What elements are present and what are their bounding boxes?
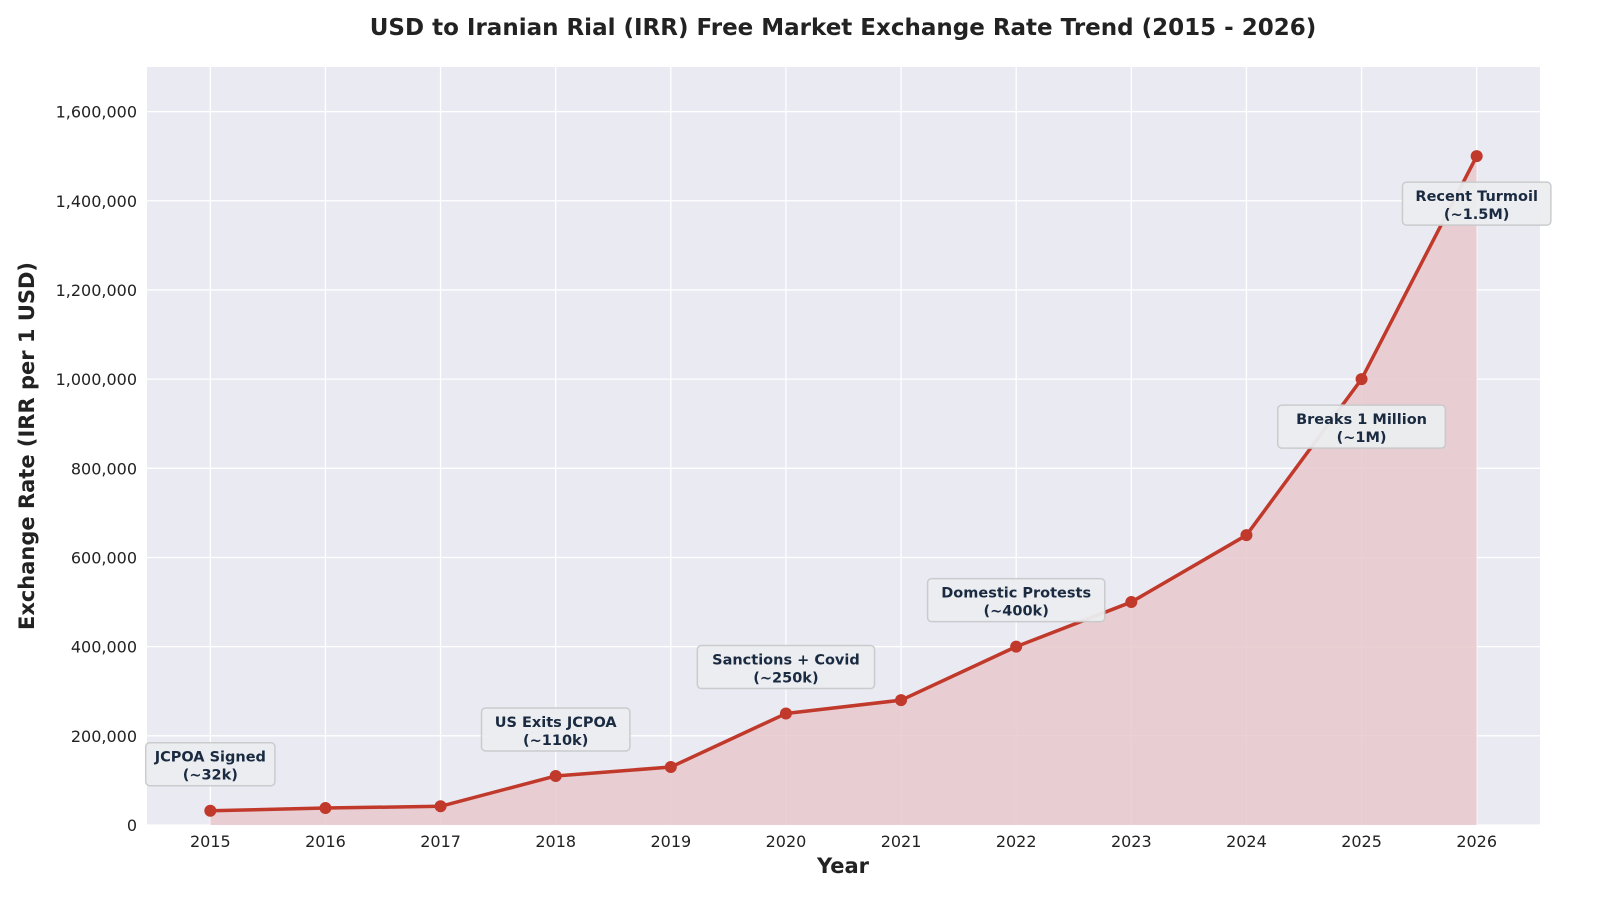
annotation-box [1401,181,1552,226]
data-point [895,694,908,707]
annotation-box [696,644,876,690]
annotation: JCPOA Signed (~32k) [144,741,276,787]
x-tick-label: 2022 [996,832,1037,851]
data-point [319,802,332,815]
x-tick-label: 2025 [1341,832,1382,851]
area-layer [210,156,1477,826]
data-point [549,769,562,782]
data-point [779,707,792,720]
annotation-value: (~1.5M) [1444,207,1510,223]
x-tick-label: 2018 [535,832,576,851]
x-tick-label: 2017 [420,832,461,851]
y-tick-label: 1,200,000 [56,281,137,300]
x-tick-label: 2020 [766,832,807,851]
data-point [1355,373,1368,386]
annotation-title: JCPOA Signed [154,750,266,766]
y-axis-label: Exchange Rate (IRR per 1 USD) [15,262,39,630]
data-point [1240,529,1253,542]
y-ticks: 0 200,000 400,000 600,000 800,000 1,000,000 1,… [56,103,137,835]
data-point [434,800,447,813]
y-tick-label: 0 [127,816,137,835]
x-tick-label: 2024 [1226,832,1267,851]
annotation-title: US Exits JCPOA [495,715,618,731]
annotation-title: Sanctions + Covid [712,653,860,669]
annotation: Recent Turmoil (~1.5M) [1401,181,1552,226]
x-tick-label: 2023 [1111,832,1152,851]
annotation-value: (~1M) [1337,430,1387,446]
annotation-box [1277,404,1447,449]
annotation: Breaks 1 Million (~1M) [1277,404,1447,449]
x-tick-label: 2026 [1456,832,1497,851]
area-fill [210,156,1477,826]
annotation: Sanctions + Covid (~250k) [696,644,876,690]
data-point [204,804,217,817]
x-tick-label: 2019 [650,832,691,851]
annotation-title: Domestic Protests [941,586,1091,602]
y-tick-label: 1,600,000 [56,103,137,122]
data-point [1010,640,1023,653]
x-tick-label: 2021 [881,832,922,851]
series-line [210,155,1479,813]
x-tick-label: 2016 [305,832,346,851]
y-tick-label: 400,000 [71,638,137,657]
annotation-value: (~32k) [183,768,238,784]
annotation-box [926,577,1106,623]
data-point [664,761,677,774]
y-tick-label: 1,000,000 [56,370,137,389]
annotations-layer: JCPOA Signed (~32k) US Exits JCPOA (~110k) S… [144,181,1552,787]
annotation-box [480,707,631,752]
x-ticks: 2015 2016 2017 2018 2019 2020 2021 2022 2023 2024… [190,832,1497,851]
y-tick-label: 1,400,000 [56,192,137,211]
annotation-box [144,741,276,787]
annotation-value: (~110k) [523,733,588,749]
annotation: US Exits JCPOA (~110k) [480,707,631,752]
x-axis-label: Year [816,854,870,878]
chart-title: USD to Iranian Rial (IRR) Free Market Ex… [370,15,1316,41]
annotation-title: Recent Turmoil [1415,189,1538,205]
y-tick-label: 800,000 [71,459,137,478]
annotation-title: Breaks 1 Million [1296,412,1427,428]
annotation-value: (~250k) [753,671,818,687]
data-point [1125,596,1138,609]
data-point [1470,150,1483,163]
annotation: Domestic Protests (~400k) [926,577,1106,623]
marks-layer [204,150,1483,817]
y-tick-label: 200,000 [71,727,137,746]
y-tick-label: 600,000 [71,548,137,567]
x-tick-label: 2015 [190,832,231,851]
annotation-value: (~400k) [984,604,1049,620]
